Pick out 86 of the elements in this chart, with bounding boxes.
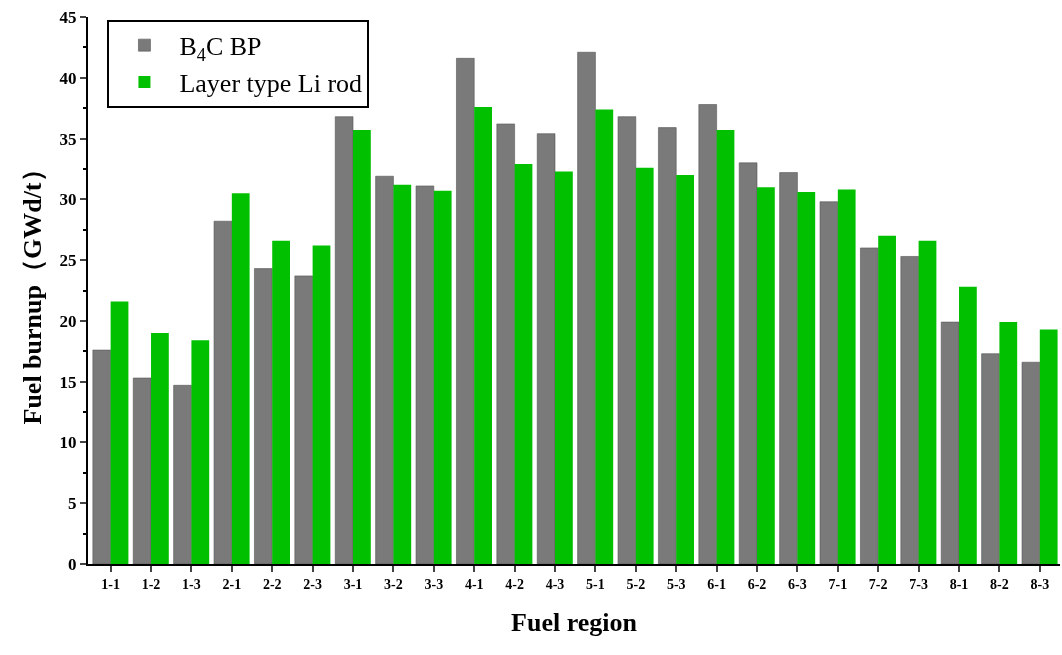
bar xyxy=(474,106,492,564)
x-axis-title: Fuel region xyxy=(511,608,638,637)
bar xyxy=(635,167,654,564)
x-tick-label: 2-2 xyxy=(262,576,282,592)
bar xyxy=(940,321,960,564)
bar xyxy=(536,133,556,564)
bar xyxy=(231,193,250,564)
bar xyxy=(860,247,879,564)
x-tick-label: 7-1 xyxy=(828,576,848,592)
bar xyxy=(456,58,475,564)
bar xyxy=(393,184,412,564)
x-tick-label: 3-2 xyxy=(384,576,403,592)
bar xyxy=(92,349,111,564)
x-tick-label: 5-2 xyxy=(626,576,646,592)
bar xyxy=(151,333,169,564)
bar xyxy=(658,127,677,564)
bar xyxy=(959,286,977,564)
bar xyxy=(900,256,919,564)
x-tick-label: 4-1 xyxy=(464,576,484,592)
bar xyxy=(294,275,313,564)
bar xyxy=(617,116,637,564)
x-tick-label: 2-3 xyxy=(303,576,322,592)
y-tick-label: 35 xyxy=(59,129,77,149)
bar xyxy=(375,175,394,564)
x-tick-label: 1-3 xyxy=(182,576,201,592)
y-tick-label: 5 xyxy=(68,494,77,514)
bar xyxy=(1039,329,1058,564)
bar xyxy=(272,240,290,564)
bar xyxy=(213,220,233,564)
y-tick-label: 30 xyxy=(59,190,77,210)
bar xyxy=(716,130,735,564)
bar xyxy=(514,164,533,564)
bar xyxy=(312,245,331,564)
y-tick-label: 40 xyxy=(59,68,77,88)
bar xyxy=(132,377,152,564)
x-tick-label: 4-2 xyxy=(505,576,524,592)
y-tick-label: 20 xyxy=(59,311,77,331)
y-axis-title: Fuel burnup（GWd/t） xyxy=(18,156,48,425)
y-tick-label: 45 xyxy=(59,7,77,27)
bar xyxy=(353,130,371,564)
bar xyxy=(779,172,798,564)
bar xyxy=(837,189,856,564)
bar xyxy=(918,240,937,564)
x-tick-label: 6-3 xyxy=(788,576,807,592)
bar xyxy=(757,187,775,564)
bar xyxy=(191,340,210,564)
bar xyxy=(110,301,129,564)
x-tick-label: 1-1 xyxy=(101,576,120,592)
x-tick-label: 3-3 xyxy=(424,576,444,592)
x-tick-label: 8-2 xyxy=(990,576,1009,592)
bar xyxy=(555,171,573,564)
bar xyxy=(577,51,596,564)
x-tick-label: 5-3 xyxy=(666,576,686,592)
x-tick-label: 7-2 xyxy=(868,576,888,592)
bar xyxy=(999,322,1018,564)
bar xyxy=(797,192,816,564)
bar xyxy=(173,385,192,564)
legend-label: B$_{4}$C BP xyxy=(179,32,262,65)
bar xyxy=(819,201,839,564)
bar xyxy=(878,235,896,564)
bar xyxy=(334,116,354,564)
y-tick-label: 0 xyxy=(68,554,77,574)
bar xyxy=(254,268,273,564)
bar xyxy=(698,104,717,564)
x-tick-label: 6-2 xyxy=(747,576,767,592)
bar xyxy=(496,123,515,564)
bar xyxy=(676,175,694,564)
bar xyxy=(415,185,435,564)
x-tick-label: 8-3 xyxy=(1030,576,1050,592)
x-tick-label: 4-3 xyxy=(545,576,565,592)
y-tick-label: 15 xyxy=(59,372,77,392)
y-tick-label: 25 xyxy=(59,251,77,271)
bar xyxy=(981,353,1000,564)
x-tick-label: 5-1 xyxy=(586,576,605,592)
x-tick-label: 8-1 xyxy=(949,576,969,592)
bar xyxy=(433,190,452,564)
bar xyxy=(738,162,758,564)
bar xyxy=(1021,361,1041,564)
x-tick-label: 1-2 xyxy=(141,576,161,592)
x-tick-label: 7-3 xyxy=(909,576,928,592)
x-tick-label: 6-1 xyxy=(707,576,726,592)
x-tick-label: 3-1 xyxy=(343,576,363,592)
legend-label: Layer type Li rod xyxy=(179,69,363,99)
x-tick-label: 2-1 xyxy=(222,576,242,592)
bar xyxy=(595,109,614,564)
y-tick-label: 10 xyxy=(59,433,77,453)
